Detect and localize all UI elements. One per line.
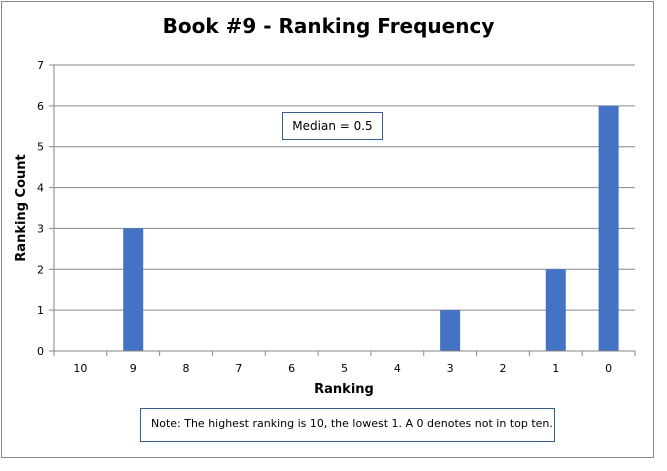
y-tick-label: 4 bbox=[37, 182, 44, 195]
chart-title: Book #9 - Ranking Frequency bbox=[162, 14, 495, 38]
y-tick-label: 1 bbox=[37, 304, 44, 317]
x-tick-label: 3 bbox=[447, 362, 454, 375]
bar-ranking-0 bbox=[598, 105, 619, 351]
x-tick-label: 6 bbox=[288, 362, 295, 375]
y-axis-title: Ranking Count bbox=[14, 154, 29, 261]
y-tick-label: 7 bbox=[37, 59, 44, 72]
bar-ranking-1 bbox=[545, 269, 566, 351]
x-tick-label: 7 bbox=[235, 362, 242, 375]
y-tick-label: 5 bbox=[37, 141, 44, 154]
bar-ranking-3 bbox=[440, 310, 461, 351]
x-axis-title: Ranking bbox=[314, 382, 374, 397]
y-tick-label: 3 bbox=[37, 222, 44, 235]
ranking-note: Note: The highest ranking is 10, the low… bbox=[140, 408, 555, 442]
x-tick-label: 1 bbox=[552, 362, 559, 375]
x-tick-label: 0 bbox=[605, 362, 612, 375]
y-tick-label: 6 bbox=[37, 100, 44, 113]
y-tick-label: 2 bbox=[37, 263, 44, 276]
bar-ranking-9 bbox=[123, 228, 144, 351]
x-tick-label: 2 bbox=[499, 362, 506, 375]
x-tick-label: 5 bbox=[341, 362, 348, 375]
median-annotation: Median = 0.5 bbox=[282, 112, 383, 140]
x-tick-label: 10 bbox=[73, 362, 87, 375]
x-tick-label: 4 bbox=[394, 362, 401, 375]
chart-frame bbox=[1, 1, 654, 458]
y-tick-label: 0 bbox=[37, 345, 44, 358]
x-tick-label: 9 bbox=[130, 362, 137, 375]
x-tick-label: 8 bbox=[183, 362, 190, 375]
